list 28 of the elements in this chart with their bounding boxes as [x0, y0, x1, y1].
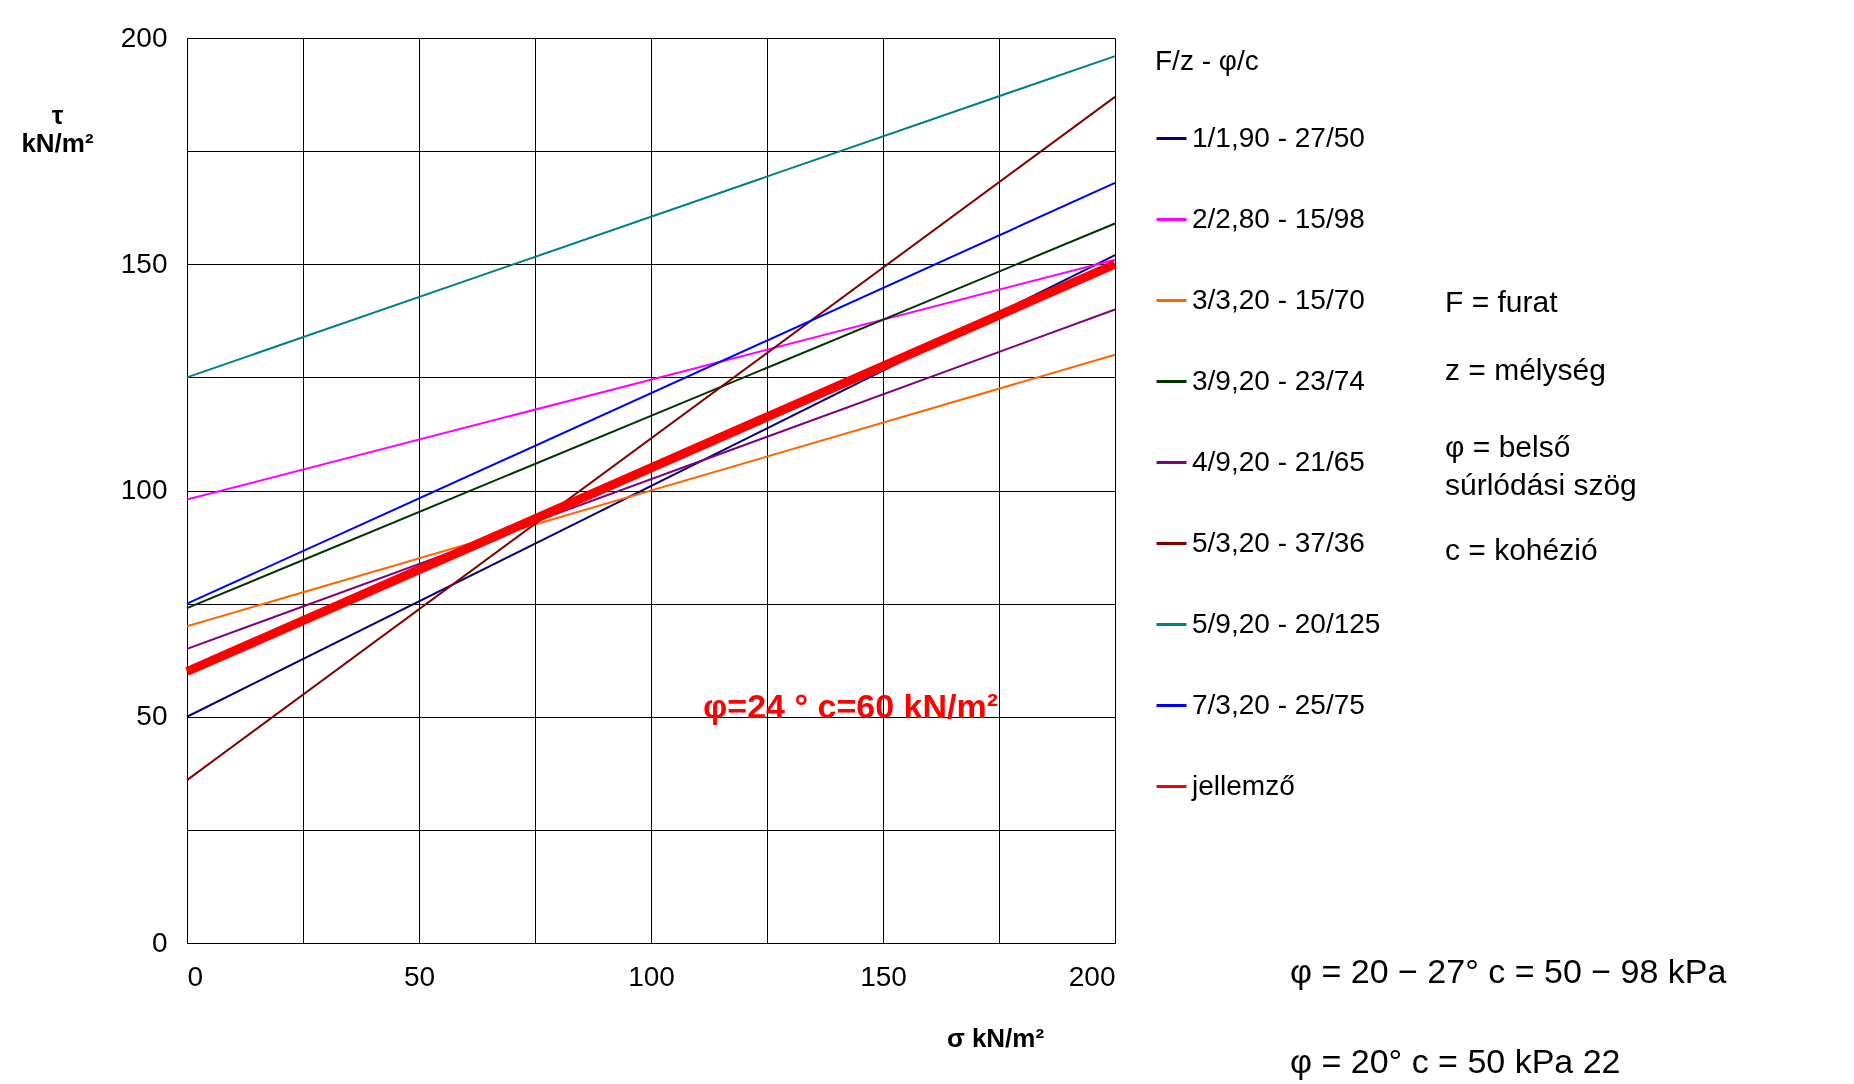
x-tick-label: 0 [187, 960, 204, 992]
legend-label: 2/2,80 - 15/98 [1192, 202, 1365, 234]
y-axis-title: τ kN/m² [21, 99, 94, 158]
text: c = kohézió [1445, 533, 1598, 566]
y-tick-label: 0 [151, 926, 168, 958]
text: φ = 20° c = 50 kPa 22 [1290, 1042, 1621, 1080]
legend-label: 5/9,20 - 20/125 [1192, 607, 1381, 639]
legend-label: 5/3,20 - 37/36 [1192, 526, 1365, 558]
x-tick-label: 100 [628, 960, 675, 992]
legend-label: 3/9,20 - 23/74 [1192, 364, 1365, 396]
legend-label: 1/1,90 - 27/50 [1192, 121, 1365, 153]
y-tick-label: 200 [120, 21, 168, 53]
x-tick-label: 150 [860, 960, 907, 992]
y-tick-label: 150 [120, 247, 168, 279]
y-tick-label: 100 [120, 474, 168, 505]
x-tick-label: 200 [1068, 960, 1116, 992]
text: φ = 20 − 27° c = 50 − 98 kPa [1290, 952, 1727, 990]
legend-label: jellemző [1191, 769, 1295, 801]
x-tick-label: 50 [403, 960, 436, 992]
text: F = furat [1445, 285, 1559, 318]
x-axis-title: σ kN/m² [946, 1022, 1045, 1053]
legend-title: F/z - φ/c [1155, 45, 1259, 76]
y-tick-label: 50 [136, 700, 168, 732]
text: φ = belső súrlódási szög [1445, 430, 1637, 501]
legend-label: 4/9,20 - 21/65 [1192, 445, 1365, 477]
text: z = mélység [1445, 353, 1606, 386]
legend-label: 7/3,20 - 25/75 [1192, 688, 1365, 720]
legend-label: 3/3,20 - 15/70 [1192, 283, 1365, 315]
